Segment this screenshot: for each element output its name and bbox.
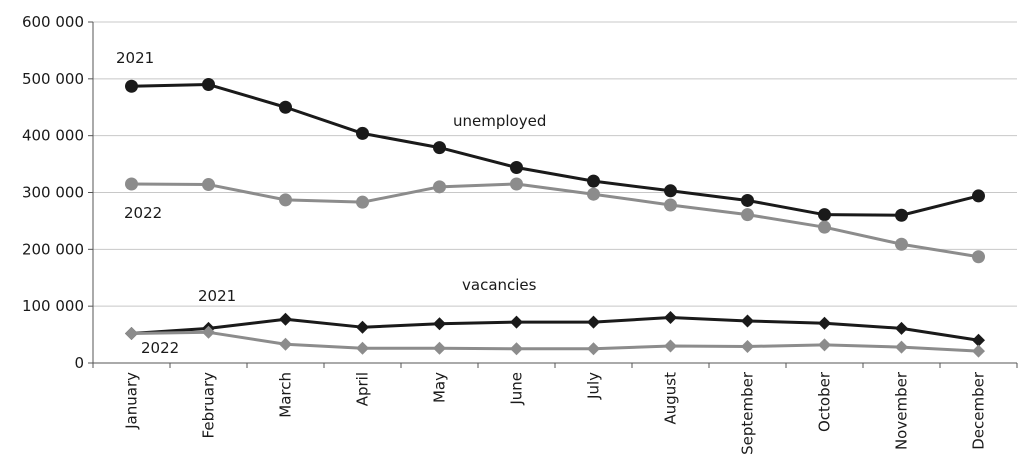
data-point — [202, 178, 215, 192]
annotation-vacancies-2022: 2022 — [141, 339, 179, 357]
series-line — [131, 316, 979, 342]
data-point — [279, 193, 292, 207]
x-axis-ticks: January February March April May June July Augu… — [92, 363, 1018, 455]
data-point — [972, 189, 985, 203]
data-point — [895, 208, 908, 222]
data-point — [587, 174, 600, 188]
data-point — [741, 208, 754, 222]
data-point — [664, 184, 677, 198]
data-point — [356, 195, 369, 209]
x-tick-label: November — [893, 371, 911, 450]
data-point — [433, 180, 446, 194]
data-point — [510, 342, 523, 356]
annotation-unemployed-2022: 2022 — [124, 204, 162, 222]
data-point — [972, 344, 985, 358]
y-tick-label: 500 000 — [22, 70, 84, 88]
y-tick-label: 100 000 — [22, 297, 84, 315]
data-point — [587, 187, 600, 201]
data-point — [125, 177, 138, 191]
x-tick-label: August — [662, 372, 680, 425]
y-tick-label: 0 — [74, 354, 84, 372]
y-tick-label: 600 000 — [22, 13, 84, 31]
data-point — [818, 316, 831, 330]
x-tick-label: May — [431, 372, 449, 403]
y-tick-label: 300 000 — [22, 184, 84, 202]
series-line — [131, 83, 979, 217]
y-tick-label: 200 000 — [22, 240, 84, 258]
series-unemployed-2022 — [125, 177, 985, 264]
data-point — [818, 220, 831, 234]
data-point — [895, 321, 908, 335]
y-axis-ticks: 0 100 000 200 000 300 000 400 000 500 000 600 … — [22, 13, 93, 372]
x-tick-label: October — [816, 371, 834, 432]
data-point — [972, 333, 985, 347]
data-point — [125, 326, 138, 340]
data-point — [895, 340, 908, 354]
x-tick-label: June — [508, 372, 526, 406]
x-tick-label: December — [970, 371, 988, 450]
gridlines — [93, 21, 1017, 307]
data-point — [202, 325, 215, 339]
data-point — [741, 314, 754, 328]
series-group — [125, 78, 985, 358]
data-point — [741, 193, 754, 207]
data-point — [818, 208, 831, 222]
series-unemployed-2021 — [125, 78, 985, 222]
data-point — [587, 315, 600, 329]
data-point — [356, 320, 369, 334]
data-point — [664, 311, 677, 325]
annotation-vacancies-2021: 2021 — [198, 287, 236, 305]
data-point — [433, 341, 446, 355]
data-point — [433, 317, 446, 331]
data-point — [202, 78, 215, 92]
annotation-vacancies-label: vacancies — [462, 276, 537, 294]
series-line — [131, 330, 979, 353]
data-point — [818, 338, 831, 352]
data-point — [279, 337, 292, 351]
data-point — [664, 198, 677, 212]
data-point — [279, 312, 292, 326]
series-vacancies-2021 — [125, 311, 985, 347]
x-tick-label: February — [200, 372, 218, 439]
x-tick-label: September — [739, 371, 757, 455]
data-point — [587, 342, 600, 356]
y-tick-label: 400 000 — [22, 127, 84, 145]
data-point — [356, 341, 369, 355]
series-line — [131, 182, 979, 259]
data-point — [433, 141, 446, 155]
annotations: 2021 2022 unemployed 2021 2022 vacancies — [116, 49, 546, 357]
data-point — [125, 79, 138, 93]
x-tick-label: January — [123, 372, 141, 430]
data-point — [972, 250, 985, 264]
data-point — [741, 340, 754, 354]
data-point — [510, 177, 523, 191]
data-point — [895, 237, 908, 251]
data-point — [664, 339, 677, 353]
data-point — [279, 100, 292, 114]
data-point — [356, 126, 369, 140]
data-point — [510, 315, 523, 329]
x-tick-label: July — [585, 372, 603, 400]
annotation-unemployed-2021: 2021 — [116, 49, 154, 67]
data-point — [510, 160, 523, 174]
x-tick-label: March — [277, 372, 295, 418]
annotation-unemployed-label: unemployed — [453, 112, 546, 130]
x-tick-label: April — [354, 372, 372, 406]
series-vacancies-2022 — [125, 325, 985, 358]
